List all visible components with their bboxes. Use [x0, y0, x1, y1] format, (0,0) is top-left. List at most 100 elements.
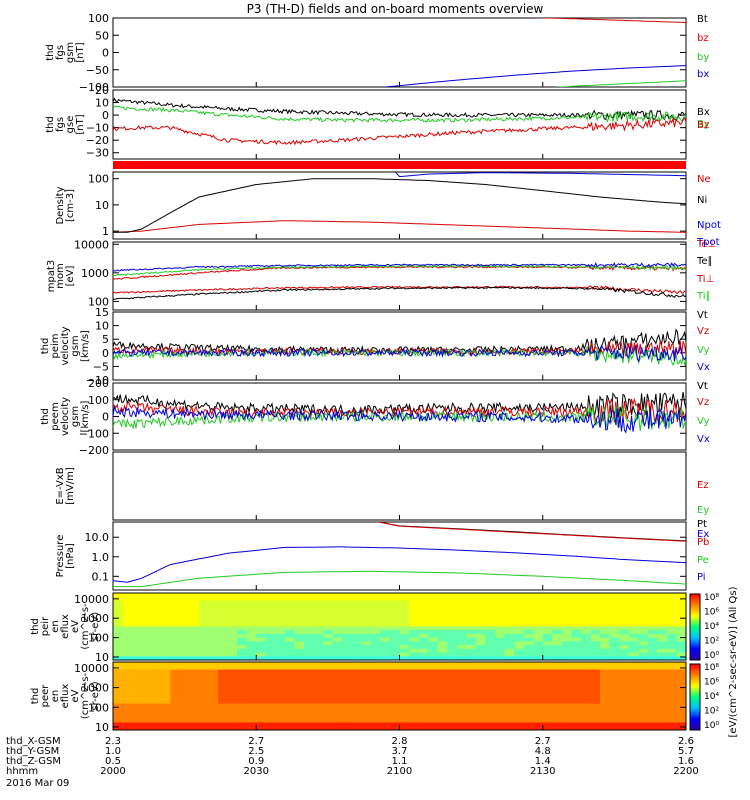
y-tick-label: 20	[95, 84, 109, 97]
y-tick-label: −10	[86, 122, 109, 135]
legend-Vy: Vy	[697, 345, 710, 356]
panel-thd_peem_velocity_gsm: 200 100 0 −100 −200 thd peem velocity gsm [km/s] V…	[40, 377, 710, 457]
footer-row-label: hhmm	[6, 766, 38, 777]
legend-by: by	[697, 52, 709, 63]
y-tick-label: 0	[102, 411, 109, 424]
svg-text:[nT]: [nT]	[75, 114, 86, 134]
panel-thd_fgs_gsm: 100 50 0 −50 −100 thd fgs gsm [nT] Bt bz by bx	[45, 12, 709, 94]
y-tick-label: 100	[88, 632, 109, 645]
svg-text:peem: peem	[50, 402, 61, 430]
series-Bz	[113, 116, 686, 146]
y-tick-label: 10	[95, 97, 109, 110]
footer-value: 0.5	[105, 756, 121, 767]
svg-text:gsm: gsm	[65, 42, 76, 63]
legend-bx: bx	[697, 69, 709, 80]
y-axis-label: Pressure [nPa]	[55, 535, 76, 578]
footer-value: 1.1	[392, 756, 408, 767]
svg-text:peer: peer	[40, 684, 51, 708]
y-tick-label: 10	[95, 320, 109, 333]
y-tick-label: −100	[79, 81, 109, 94]
y-axis-label: E=-VxB [mV/m]	[55, 467, 76, 505]
series-Pb	[376, 522, 686, 542]
y-tick-label: 200	[88, 377, 109, 390]
legend-Vz: Vz	[697, 397, 709, 408]
svg-text:(cm^2-s-: (cm^2-s-	[80, 603, 91, 650]
legend-Bz: Bz	[697, 120, 709, 131]
y-tick-label: 0.1	[92, 570, 110, 583]
panel-frame	[112, 89, 687, 160]
svg-text:gse: gse	[65, 116, 76, 134]
y-tick-label: −10	[86, 374, 109, 387]
y-tick-label: 1000	[81, 612, 109, 625]
y-tick-label: 0	[102, 347, 109, 360]
y-tick-label: −30	[86, 147, 109, 160]
y-tick-label: 1000	[81, 267, 109, 280]
svg-text:[eV/(cm^2-sec-sr-eV)] (All Qs): [eV/(cm^2-sec-sr-eV)] (All Qs)	[728, 586, 739, 737]
svg-text:thd: thd	[30, 688, 41, 705]
legend-Tpot: Tpot	[696, 237, 720, 248]
series-Tpot	[113, 262, 686, 272]
y-tick-label: 100	[88, 295, 109, 308]
series-Vx	[113, 344, 686, 362]
y-tick-label: 100	[88, 173, 109, 186]
svg-text:thd: thd	[40, 408, 51, 425]
legend-Ni: Ni	[697, 195, 707, 206]
legend-Vt: Vt	[697, 310, 708, 321]
colorbar-tick: 10⁰	[704, 721, 719, 731]
svg-text:E=-VxB: E=-VxB	[55, 467, 66, 504]
y-tick-label: 100	[88, 394, 109, 407]
svg-text:velocity: velocity	[60, 397, 71, 436]
svg-text:eV: eV	[70, 620, 81, 633]
spectrogram-thd_peir_en_eflux	[113, 593, 686, 660]
series-Pe	[113, 570, 686, 588]
y-axis-label: thd peem velocity gsm [km/s]	[40, 397, 91, 436]
y-axis-label: thd fgs gsm [nT]	[45, 42, 86, 63]
y-axis-title: mpat3	[46, 260, 57, 293]
panel-frame	[112, 17, 687, 88]
series-Vy	[113, 345, 686, 367]
y-tick-label: 10000	[74, 593, 109, 606]
svg-text:thd: thd	[45, 116, 56, 133]
svg-text:peim: peim	[50, 333, 61, 358]
legend-Pt: Pt	[697, 519, 707, 530]
legend-Ez: Ez	[697, 480, 709, 491]
y-tick-label: 10	[95, 651, 109, 664]
series-Ti⊥	[113, 265, 686, 281]
y-axis-label: thd fgs gse [nT]	[45, 114, 86, 134]
svg-text:eflux: eflux	[60, 614, 71, 639]
footer-value: 2.8	[392, 736, 408, 747]
svg-text:[nPa]: [nPa]	[65, 543, 76, 569]
series-Te⊥	[113, 285, 686, 295]
colorbar-ion: 10⁸ 10⁶ 10⁴ 10² 10⁰	[689, 593, 719, 661]
footer-row-label: thd_X-GSM	[6, 736, 61, 747]
series-bx	[382, 65, 686, 87]
legend-Npot: Npot	[697, 220, 721, 231]
spectrogram-thd_peer_en_eflux	[113, 662, 686, 730]
panel-E=-VxB: E=-VxB [mV/m] Ez Ey Ex	[55, 451, 709, 540]
y-tick-label: 50	[95, 29, 109, 42]
legend-Vy: Vy	[697, 416, 710, 427]
svg-text:[eV]: [eV]	[65, 266, 76, 287]
colorbar-tick: 10²	[704, 707, 719, 717]
legend-Ne: Ne	[697, 174, 711, 185]
legend-Vz: Vz	[697, 326, 709, 337]
colorbar-tick: 10⁶	[704, 608, 719, 618]
footer-value: 1.4	[535, 756, 551, 767]
svg-text:gsm: gsm	[70, 406, 81, 427]
colorbar-tick: 10⁸	[704, 593, 719, 603]
y-tick-label: 1000	[81, 682, 109, 695]
series-Pi	[113, 546, 686, 583]
y-tick-label: 0	[102, 47, 109, 60]
svg-text:thd: thd	[45, 44, 56, 61]
y-tick-label: 1.0	[92, 551, 110, 564]
mode-bar	[113, 161, 686, 169]
panel-thd_peer_en_eflux: 10000 1000 100 10 thd peer en eflux eV (cm^2-s-sr…	[30, 661, 687, 734]
svg-text:[cm-3]: [cm-3]	[65, 189, 76, 222]
legend-Pi: Pi	[697, 572, 706, 583]
legend-Pb: Pb	[697, 537, 709, 548]
svg-text:gsm: gsm	[70, 335, 81, 356]
y-axis-label: thd peir en eflux eV (cm^2-s-sr-eV)	[30, 603, 101, 650]
